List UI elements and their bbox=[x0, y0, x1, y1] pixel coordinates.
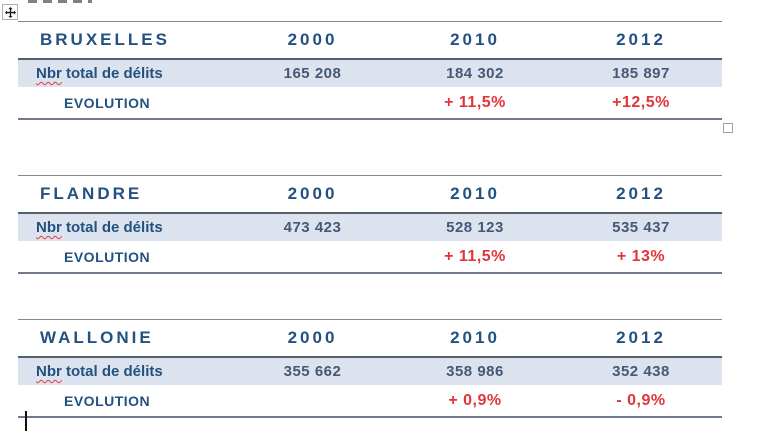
delits-value-2000[interactable]: 473 423 bbox=[283, 219, 342, 236]
misspelled-word: Nbr bbox=[36, 65, 62, 82]
evolution-row-label[interactable]: EVOLUTION bbox=[64, 392, 151, 409]
year-header-2000[interactable]: 2000 bbox=[287, 30, 338, 49]
year-header-2012[interactable]: 2012 bbox=[616, 184, 666, 203]
delits-value-2010[interactable]: 184 302 bbox=[446, 65, 504, 82]
region-table-flandre: FLANDRE 2000 2010 2012 Nbr total de déli… bbox=[18, 175, 722, 274]
row-label-rest: total de délits bbox=[66, 65, 163, 82]
table-resize-handle[interactable] bbox=[723, 123, 733, 133]
year-header-2012[interactable]: 2012 bbox=[616, 30, 666, 49]
delits-value-2010[interactable]: 358 986 bbox=[446, 363, 504, 380]
year-header-2000[interactable]: 2000 bbox=[287, 184, 338, 203]
region-name[interactable]: WALLONIE bbox=[40, 328, 154, 347]
text-cursor bbox=[25, 411, 27, 431]
year-header-2000[interactable]: 2000 bbox=[287, 328, 338, 347]
evolution-value-2012[interactable]: - 0,9% bbox=[616, 391, 666, 409]
year-header-2010[interactable]: 2010 bbox=[450, 328, 500, 347]
delits-value-2012[interactable]: 535 437 bbox=[612, 219, 670, 236]
clipped-text-artifact bbox=[28, 0, 92, 3]
delits-row-label[interactable]: Nbr total de délits bbox=[18, 219, 235, 236]
move-icon bbox=[4, 6, 16, 18]
delits-data-row: Nbr total de délits 473 423 528 123 535 … bbox=[18, 214, 722, 241]
region-name[interactable]: BRUXELLES bbox=[40, 30, 170, 49]
region-table-bruxelles: BRUXELLES 2000 2010 2012 Nbr total de dé… bbox=[18, 21, 722, 120]
evolution-value-2010[interactable]: + 11,5% bbox=[444, 247, 506, 265]
evolution-row: EVOLUTION + 0,9% - 0,9% bbox=[18, 385, 722, 418]
evolution-row: EVOLUTION + 11,5% + 13% bbox=[18, 241, 722, 274]
evolution-row-label[interactable]: EVOLUTION bbox=[64, 94, 151, 111]
misspelled-word: Nbr bbox=[36, 219, 62, 236]
table-header-row: BRUXELLES 2000 2010 2012 bbox=[18, 22, 722, 60]
table-move-handle[interactable] bbox=[2, 4, 18, 20]
evolution-value-2010[interactable]: + 11,5% bbox=[444, 93, 506, 111]
year-header-2010[interactable]: 2010 bbox=[450, 184, 500, 203]
delits-data-row: Nbr total de délits 355 662 358 986 352 … bbox=[18, 358, 722, 385]
delits-data-row: Nbr total de délits 165 208 184 302 185 … bbox=[18, 60, 722, 87]
delits-value-2010[interactable]: 528 123 bbox=[446, 219, 504, 236]
evolution-row: EVOLUTION + 11,5% +12,5% bbox=[18, 87, 722, 120]
evolution-row-label[interactable]: EVOLUTION bbox=[64, 248, 151, 265]
evolution-value-2012[interactable]: +12,5% bbox=[612, 93, 670, 111]
year-header-2012[interactable]: 2012 bbox=[616, 328, 666, 347]
delits-value-2000[interactable]: 355 662 bbox=[283, 363, 342, 380]
delits-value-2012[interactable]: 185 897 bbox=[612, 65, 670, 82]
delits-row-label[interactable]: Nbr total de délits bbox=[18, 363, 235, 380]
evolution-value-2010[interactable]: + 0,9% bbox=[448, 391, 502, 409]
row-label-rest: total de délits bbox=[66, 363, 163, 380]
delits-row-label[interactable]: Nbr total de délits bbox=[18, 65, 235, 82]
row-label-rest: total de délits bbox=[66, 219, 163, 236]
evolution-value-2012[interactable]: + 13% bbox=[616, 247, 666, 265]
table-header-row: WALLONIE 2000 2010 2012 bbox=[18, 320, 722, 358]
region-table-wallonie: WALLONIE 2000 2010 2012 Nbr total de dél… bbox=[18, 319, 722, 418]
year-header-2010[interactable]: 2010 bbox=[450, 30, 500, 49]
delits-value-2000[interactable]: 165 208 bbox=[283, 65, 342, 82]
table-header-row: FLANDRE 2000 2010 2012 bbox=[18, 176, 722, 214]
misspelled-word: Nbr bbox=[36, 363, 62, 380]
delits-value-2012[interactable]: 352 438 bbox=[612, 363, 670, 380]
region-name[interactable]: FLANDRE bbox=[40, 184, 143, 203]
